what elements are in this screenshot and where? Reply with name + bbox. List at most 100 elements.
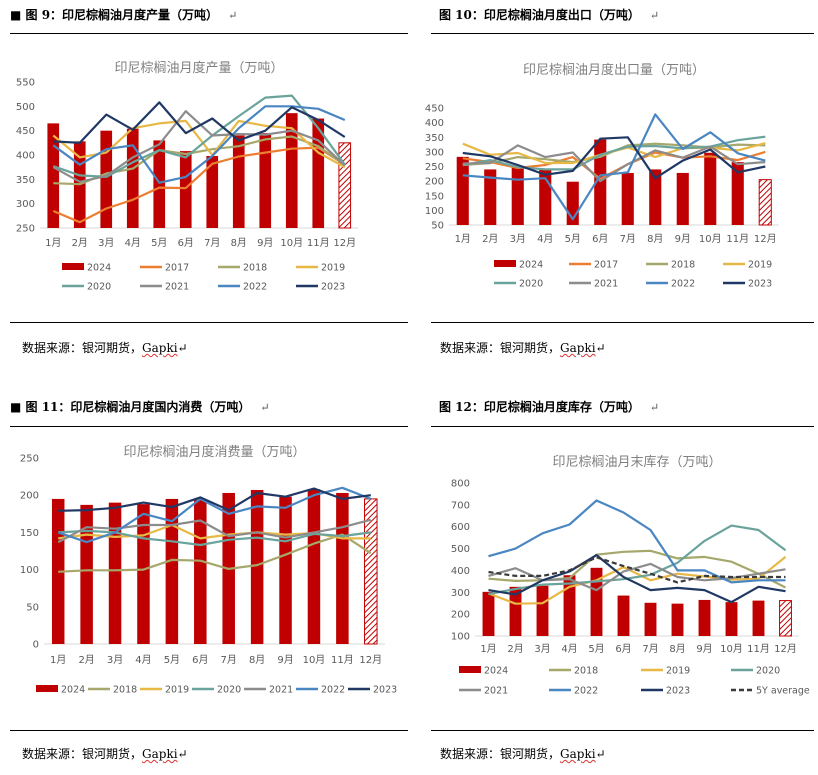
consumption-chart: 印尼棕榈油月度消费量（万吨） 0 50 100 150 200 250 1月 2月 3月 4月 5月 6… [20,444,397,696]
y-tick-label: 500 [451,544,470,555]
panel-inventory: 图 12：印尼棕榈油月度库存（万吨） ↵ 印尼棕榈油月末库存（万吨） 100 200 3… [409,388,818,775]
y-tick-label: 100 [20,565,39,576]
bar-2024 [511,165,524,225]
x-tick-label: 11月 [747,643,770,655]
x-tick-label: 9月 [277,654,293,666]
legend-label: 2024 [61,685,85,696]
bar-2024 [484,169,497,225]
legend-label: 2020 [756,666,780,677]
x-tick-label: 5月 [151,237,167,249]
legend-label: 2017 [165,263,189,274]
caption-rule [10,426,408,427]
series-line-5y-average [488,556,786,584]
x-tick-label: 8月 [669,643,685,655]
source-rule [10,730,408,731]
y-tick-label: 250 [425,162,444,173]
legend-label: 2021 [594,279,618,290]
legend-label: 2023 [748,279,772,290]
legend-label: 2021 [165,282,189,293]
y-tick-label: 50 [26,602,39,613]
bar-2024 [563,575,576,636]
series-line-2022 [57,486,372,544]
legend-label: 2024 [519,260,543,271]
y-tick-label: 450 [425,104,444,115]
bar-2024 [509,586,522,636]
x-tick-label: 2月 [78,654,94,666]
series-line-2019 [52,119,346,169]
legend-label: 2019 [666,666,690,677]
legend-label: 2023 [666,686,690,697]
bar-2024-forecast [758,179,772,226]
series-line-2020 [462,135,766,171]
y-tick-label: 350 [425,133,444,144]
legend-label: 2020 [87,282,111,293]
x-tick-label: 11月 [307,237,330,249]
chart-title: 印尼棕榈油月度消费量（万吨） [123,444,305,460]
legend-label: 2017 [594,260,618,271]
x-tick-label: 9月 [696,643,712,655]
y-tick-label: 0 [33,640,39,651]
legend-label: 2023 [321,282,345,293]
x-tick-label: 11月 [726,233,749,245]
legend-swatch-bar [459,666,481,673]
figure-caption: ■ 图 9：印尼棕榈油月度产量（万吨） ↵ [10,8,238,22]
bar-2024 [676,172,689,225]
y-tick-label: 400 [425,118,444,129]
x-tick-label: 10月 [699,233,722,245]
legend-label: 2020 [519,279,543,290]
x-tick-label: 1月 [480,643,496,655]
bar-2024 [536,585,549,636]
figure-caption: ■ 图 11：印尼棕榈油月度国内消费（万吨） ↵ [10,400,270,414]
source-rule [431,730,814,731]
bar-2024 [617,595,630,636]
x-tick-label: 10月 [303,654,326,666]
y-tick-label: 350 [16,175,35,186]
bar-2024 [250,489,264,644]
bar-2024 [232,135,245,228]
series-line-2020 [488,524,787,596]
series-line-2022 [52,105,346,184]
bar-2024 [47,123,60,228]
legend-label: 2019 [165,685,189,696]
y-tick-label: 500 [16,102,35,113]
caption-rule [10,33,408,34]
x-tick-label: 7月 [642,643,658,655]
x-tick-label: 10月 [280,237,303,249]
x-tick-label: 8月 [249,654,265,666]
legend-label: 2018 [574,666,598,677]
x-tick-label: 5月 [164,654,180,666]
data-source: 数据来源：银河期货，Gapki↵ [22,747,188,761]
series-line-2018 [58,533,372,573]
bar-2024 [725,602,738,636]
series-line-2017 [52,146,346,224]
data-source: 数据来源：银河期货，Gapki↵ [440,747,606,761]
bar-2024 [165,498,179,644]
x-tick-label: 2月 [507,643,523,655]
x-tick-label: 5月 [565,233,581,245]
y-tick-label: 200 [20,491,39,502]
y-tick-label: 100 [425,206,444,217]
bar-2024 [456,156,469,225]
inventory-chart: 印尼棕榈油月末库存（万吨） 100 200 300 400 500 600 700 800 1月 2… [451,454,810,697]
legend-swatch-bar [494,260,516,267]
x-tick-label: 8月 [647,233,663,245]
x-tick-label: 4月 [537,233,553,245]
x-tick-label: 6月 [615,643,631,655]
x-tick-label: 1月 [45,237,61,249]
series-line-2023 [488,553,786,604]
bar-2024 [307,489,321,644]
chart-title: 印尼棕榈油月末库存（万吨） [552,454,721,470]
legend-label: 2018 [243,263,267,274]
x-tick-label: 12月 [774,643,797,655]
legend-label: 2019 [321,263,345,274]
figure-caption: 图 12：印尼棕榈油月度库存（万吨） ↵ [439,400,660,414]
bar-2024 [594,139,607,225]
series-line-2021 [57,518,372,544]
series-line-2018 [488,549,787,589]
data-source: 数据来源：银河期货，Gapki↵ [22,341,188,355]
y-tick-label: 700 [451,500,470,511]
x-tick-label: 9月 [675,233,691,245]
source-rule [431,322,814,323]
production-chart: 印尼棕榈油月度产量（万吨） 250 300 350 400 450 500 550 1月 2月 3月… [16,60,358,293]
x-tick-label: 6月 [592,233,608,245]
